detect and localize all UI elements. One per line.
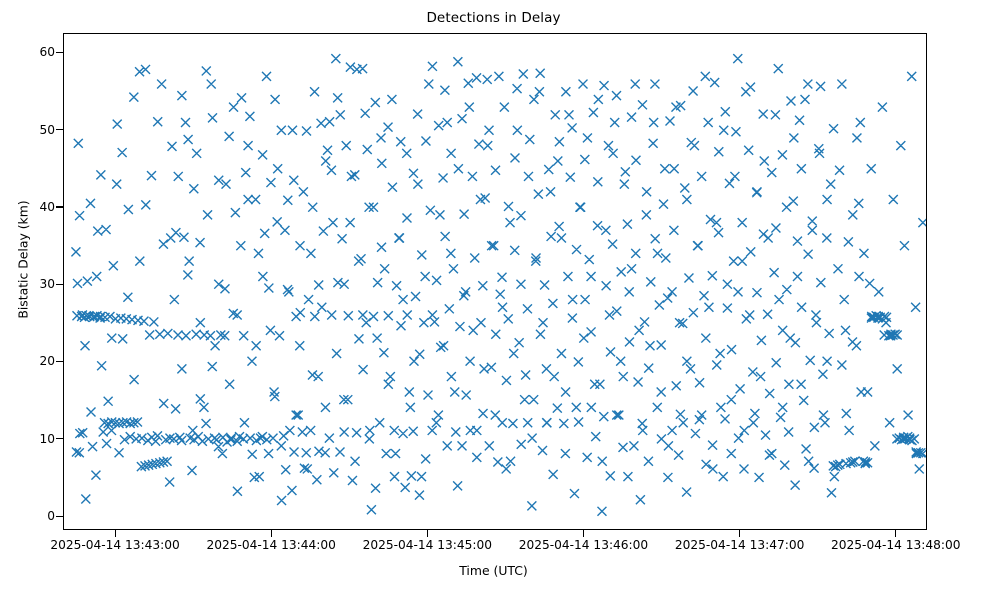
y-tick-mark: [56, 515, 63, 517]
y-tick-label: 40: [39, 199, 55, 214]
x-tick-mark: [114, 530, 116, 537]
x-tick-label: 2025-04-14 13:45:00: [362, 538, 493, 552]
x-tick-label: 2025-04-14 13:43:00: [50, 538, 180, 552]
y-tick-label: 30: [39, 277, 55, 292]
y-tick-mark: [56, 129, 63, 131]
x-tick-label: 2025-04-14 13:48:00: [831, 538, 961, 552]
y-axis-ticks: 0 10 20 30 40 50 60: [0, 0, 63, 590]
x-tick-mark: [426, 530, 428, 537]
scatter-points-layer: [70, 53, 926, 517]
detection-markers: [70, 53, 926, 517]
x-tick-label: 2025-04-14 13:46:00: [518, 538, 649, 552]
x-tick-mark: [582, 530, 585, 537]
x-tick-mark: [739, 530, 741, 537]
y-tick-mark: [56, 360, 63, 363]
x-tick-label: 2025-04-14 13:44:00: [206, 538, 336, 552]
y-tick-label: 0: [47, 509, 55, 524]
y-tick-mark: [56, 283, 63, 285]
y-tick-label: 20: [39, 354, 55, 369]
y-tick-label: 60: [39, 45, 55, 60]
y-tick-label: 50: [39, 122, 55, 137]
y-tick-mark: [56, 51, 63, 53]
y-tick-label: 10: [39, 431, 55, 446]
x-tick-mark: [895, 530, 897, 537]
x-tick-mark: [270, 530, 272, 537]
scatter-plot-axes: [63, 33, 927, 530]
marker-path: [70, 53, 926, 517]
y-tick-mark: [56, 438, 63, 440]
y-tick-mark: [56, 206, 63, 208]
x-axis-label: Time (UTC): [459, 563, 528, 578]
y-axis-label: Bistatic Delay (km): [15, 200, 31, 319]
x-tick-label: 2025-04-14 13:47:00: [674, 538, 805, 552]
page-title: Detections in Delay: [426, 10, 561, 26]
